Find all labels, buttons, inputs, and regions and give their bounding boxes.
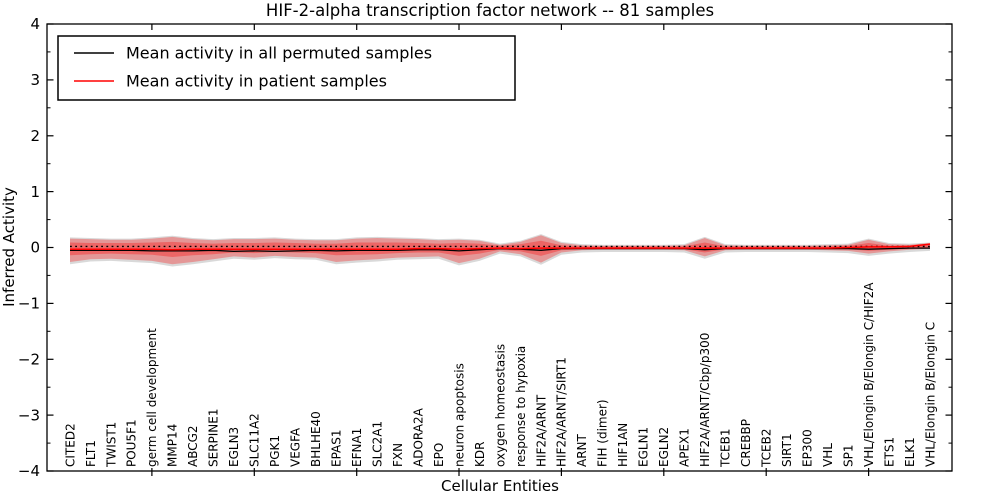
entity-label: FIH (dimer) bbox=[596, 399, 610, 467]
y-axis-label: Inferred Activity bbox=[0, 187, 18, 307]
entity-label: MMP14 bbox=[166, 424, 180, 467]
entity-label: oxygen homeostasis bbox=[493, 344, 507, 467]
entity-label: SP1 bbox=[841, 445, 855, 468]
entity-label: SIRT1 bbox=[780, 433, 794, 467]
x-axis-label: Cellular Entities bbox=[441, 477, 559, 495]
entity-label: FLT1 bbox=[84, 440, 98, 467]
entity-label: EGLN1 bbox=[637, 427, 651, 467]
entity-label: FXN bbox=[391, 443, 405, 467]
entity-label: TWIST1 bbox=[104, 422, 118, 468]
entity-label: germ cell development bbox=[145, 328, 159, 467]
entity-label: POU5F1 bbox=[125, 419, 139, 467]
y-tick-label: 3 bbox=[30, 71, 40, 89]
y-tick-label: 2 bbox=[30, 127, 40, 145]
entity-label: EP300 bbox=[800, 429, 814, 467]
entity-label: SLC11A2 bbox=[248, 413, 262, 467]
plot-area: 4 3 2 1 0 −1 −2 −3 −4 CITED2 FLT1 TWIST1 POU5F1 germ … bbox=[18, 15, 953, 480]
entity-label: VHL/Elongin B/Elongin C/HIF2A bbox=[862, 282, 876, 467]
patient-mean-line bbox=[70, 243, 931, 251]
entity-label: PGK1 bbox=[268, 435, 282, 467]
y-tick-label: 4 bbox=[30, 15, 40, 33]
band-patient-samples-outer-band bbox=[70, 235, 930, 265]
legend-box bbox=[57, 35, 516, 101]
y-tick-label: −4 bbox=[18, 462, 40, 480]
y-tick-label: 1 bbox=[30, 183, 40, 201]
entity-label: EPAS1 bbox=[330, 429, 344, 467]
chart-title: HIF-2-alpha transcription factor network… bbox=[266, 1, 714, 20]
entity-label: neuron apoptosis bbox=[452, 363, 466, 467]
entity-label: VHL/Elongin B/Elongin C bbox=[923, 322, 937, 467]
entity-label: ADORA2A bbox=[411, 407, 425, 467]
entity-label: ABCG2 bbox=[186, 425, 200, 467]
entity-label: TCEB1 bbox=[719, 429, 733, 468]
y-tick-label: −1 bbox=[18, 295, 40, 313]
entity-label: EGLN2 bbox=[657, 427, 671, 467]
entity-label: HIF2A/ARNT/Cbp/p300 bbox=[698, 333, 712, 467]
y-tick-label: 0 bbox=[30, 239, 40, 257]
entity-label: ETS1 bbox=[882, 437, 896, 467]
entity-label: TCEB2 bbox=[760, 429, 774, 468]
entity-label: CITED2 bbox=[63, 423, 77, 467]
entity-label: SLC2A1 bbox=[370, 421, 384, 467]
entity-label: VHL bbox=[821, 443, 835, 467]
y-tick-label: −2 bbox=[18, 350, 40, 368]
entity-label: EGLN3 bbox=[227, 427, 241, 467]
entity-label: HIF1AN bbox=[616, 423, 630, 467]
entity-label: SERPINE1 bbox=[207, 408, 221, 467]
entity-label: VEGFA bbox=[289, 427, 303, 467]
entity-label: EFNA1 bbox=[350, 428, 364, 467]
entity-label: HIF2A/ARNT/SIRT1 bbox=[555, 357, 569, 467]
legend-label-permuted: Mean activity in all permuted samples bbox=[126, 44, 432, 63]
entity-label: ARNT bbox=[575, 433, 589, 467]
entity-label: response to hypoxia bbox=[514, 346, 528, 467]
entity-label: APEX1 bbox=[678, 428, 692, 467]
legend-label-patient: Mean activity in patient samples bbox=[126, 72, 387, 91]
entity-label: KDR bbox=[473, 442, 487, 467]
entity-label: HIF2A/ARNT bbox=[534, 394, 548, 467]
y-tick-label: −3 bbox=[18, 406, 40, 424]
band-permuted-samples-band bbox=[70, 234, 930, 267]
entity-label: CREBBP bbox=[739, 419, 753, 467]
entity-label: BHLHE40 bbox=[309, 411, 323, 467]
entity-label: EPO bbox=[432, 443, 446, 467]
legend: Mean activity in all permuted samples Me… bbox=[57, 35, 516, 101]
entity-label: ELK1 bbox=[903, 437, 917, 467]
